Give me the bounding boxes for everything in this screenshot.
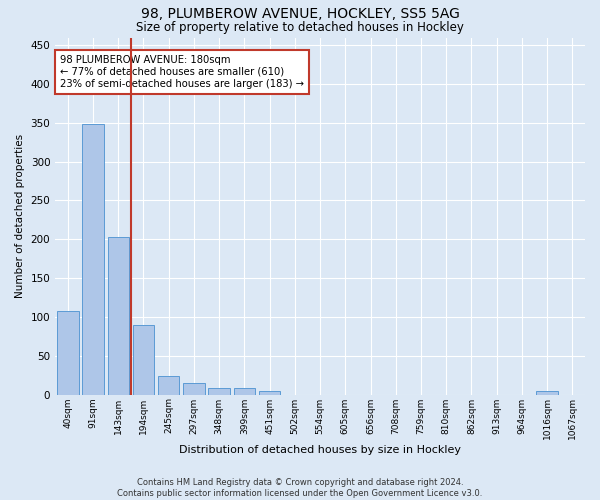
- Bar: [208, 388, 230, 394]
- Bar: [259, 390, 280, 394]
- Text: Contains HM Land Registry data © Crown copyright and database right 2024.
Contai: Contains HM Land Registry data © Crown c…: [118, 478, 482, 498]
- Text: Size of property relative to detached houses in Hockley: Size of property relative to detached ho…: [136, 21, 464, 34]
- Bar: [233, 388, 255, 394]
- Bar: [158, 376, 179, 394]
- X-axis label: Distribution of detached houses by size in Hockley: Distribution of detached houses by size …: [179, 445, 461, 455]
- Bar: [57, 310, 79, 394]
- Text: 98, PLUMBEROW AVENUE, HOCKLEY, SS5 5AG: 98, PLUMBEROW AVENUE, HOCKLEY, SS5 5AG: [140, 8, 460, 22]
- Bar: [82, 124, 104, 394]
- Bar: [107, 237, 129, 394]
- Bar: [183, 383, 205, 394]
- Bar: [536, 390, 558, 394]
- Y-axis label: Number of detached properties: Number of detached properties: [15, 134, 25, 298]
- Bar: [133, 326, 154, 394]
- Text: 98 PLUMBEROW AVENUE: 180sqm
← 77% of detached houses are smaller (610)
23% of se: 98 PLUMBEROW AVENUE: 180sqm ← 77% of det…: [61, 56, 304, 88]
